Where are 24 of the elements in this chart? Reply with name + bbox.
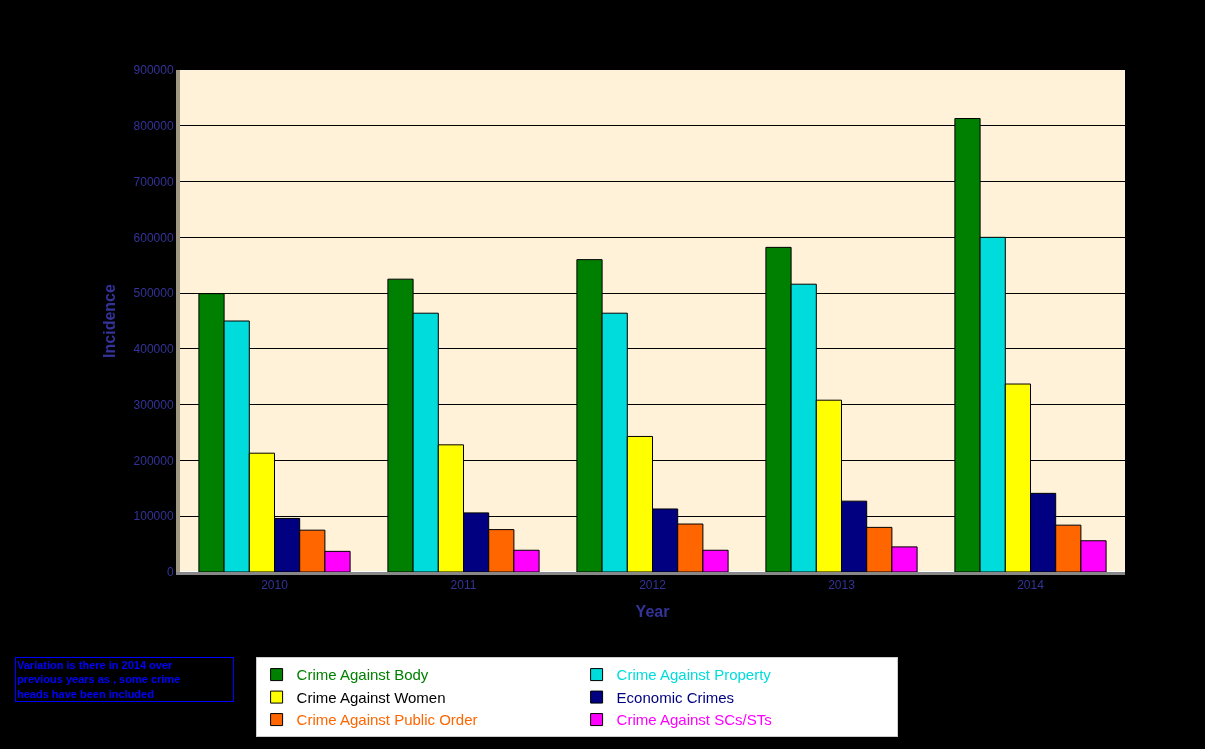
x-tick-label: 2011	[450, 578, 477, 593]
y-tick-label: 300000	[133, 397, 174, 412]
y-tick-label: 200000	[133, 453, 174, 468]
legend-label: Crime Against Property	[616, 666, 772, 684]
x-axis-title: Year	[635, 603, 670, 621]
x-tick-label: 2014	[1017, 578, 1045, 593]
legend-label: Crime Against Body	[296, 666, 429, 684]
y-tick-label: 900000	[133, 63, 174, 78]
x-tick-label: 2013	[828, 578, 856, 593]
y-axis-title: Incidence	[100, 284, 118, 358]
x-tick-label: 2010	[261, 578, 289, 593]
y-tick-label: 100000	[133, 509, 174, 524]
text: Variation is there in 2014 over previous years as , some crime heads have been included	[17, 659, 181, 700]
y-tick-label: 400000	[133, 342, 174, 357]
y-tick-label: 800000	[133, 118, 174, 133]
legend-label: Crime Against Public Order	[296, 711, 478, 729]
y-tick-label: 500000	[133, 286, 174, 301]
y-tick-label: 600000	[133, 230, 174, 245]
legend-label: Economic Crimes	[616, 688, 735, 706]
x-tick-label: 2012	[639, 578, 667, 593]
legend-label: Crime Against Women	[296, 688, 446, 706]
y-tick-label: 700000	[133, 174, 174, 189]
y-tick-label: 0	[166, 565, 174, 580]
legend-label: Crime Against SCs/STs	[616, 711, 772, 729]
